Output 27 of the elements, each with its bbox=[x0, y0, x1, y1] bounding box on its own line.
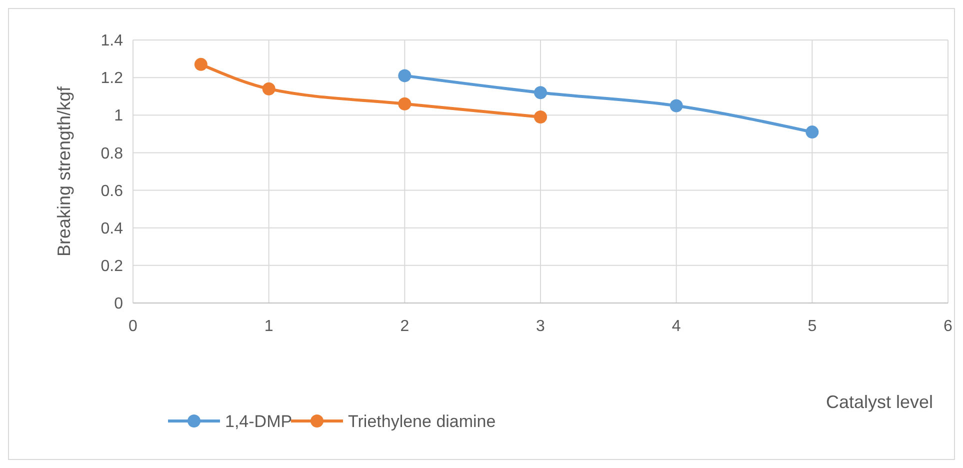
point bbox=[398, 97, 412, 110]
point bbox=[194, 58, 208, 71]
x-axis-title: Catalyst level bbox=[826, 392, 933, 412]
point bbox=[262, 82, 276, 96]
y-tick-label: 0 bbox=[114, 296, 124, 313]
x-tick-label: 1 bbox=[264, 318, 274, 335]
y-tick-label: 0.2 bbox=[100, 258, 124, 276]
x-tick-label: 0 bbox=[128, 318, 138, 335]
point bbox=[670, 99, 683, 112]
y-tick-label: 0.6 bbox=[100, 182, 124, 200]
x-tick-label: 6 bbox=[944, 318, 953, 335]
y-tick-label: 1.2 bbox=[100, 70, 124, 88]
point bbox=[534, 86, 547, 100]
y-tick-label: 0.8 bbox=[100, 145, 124, 162]
legend-label: Triethylene diamine bbox=[348, 412, 496, 431]
y-tick-label: 0.4 bbox=[100, 220, 124, 238]
y-axis-title: Breaking strength/kgf bbox=[54, 85, 74, 257]
x-tick-label: 5 bbox=[808, 318, 817, 335]
y-tick-label: 1.4 bbox=[100, 32, 124, 50]
y-tick-label: 1 bbox=[114, 108, 124, 125]
x-tick-label: 2 bbox=[400, 318, 410, 335]
x-tick-label: 3 bbox=[536, 318, 546, 335]
point bbox=[806, 126, 819, 139]
x-tick-label: 4 bbox=[672, 318, 681, 335]
legend-label: 1,4-DMP bbox=[225, 412, 292, 431]
point bbox=[398, 69, 412, 82]
point bbox=[534, 110, 547, 124]
